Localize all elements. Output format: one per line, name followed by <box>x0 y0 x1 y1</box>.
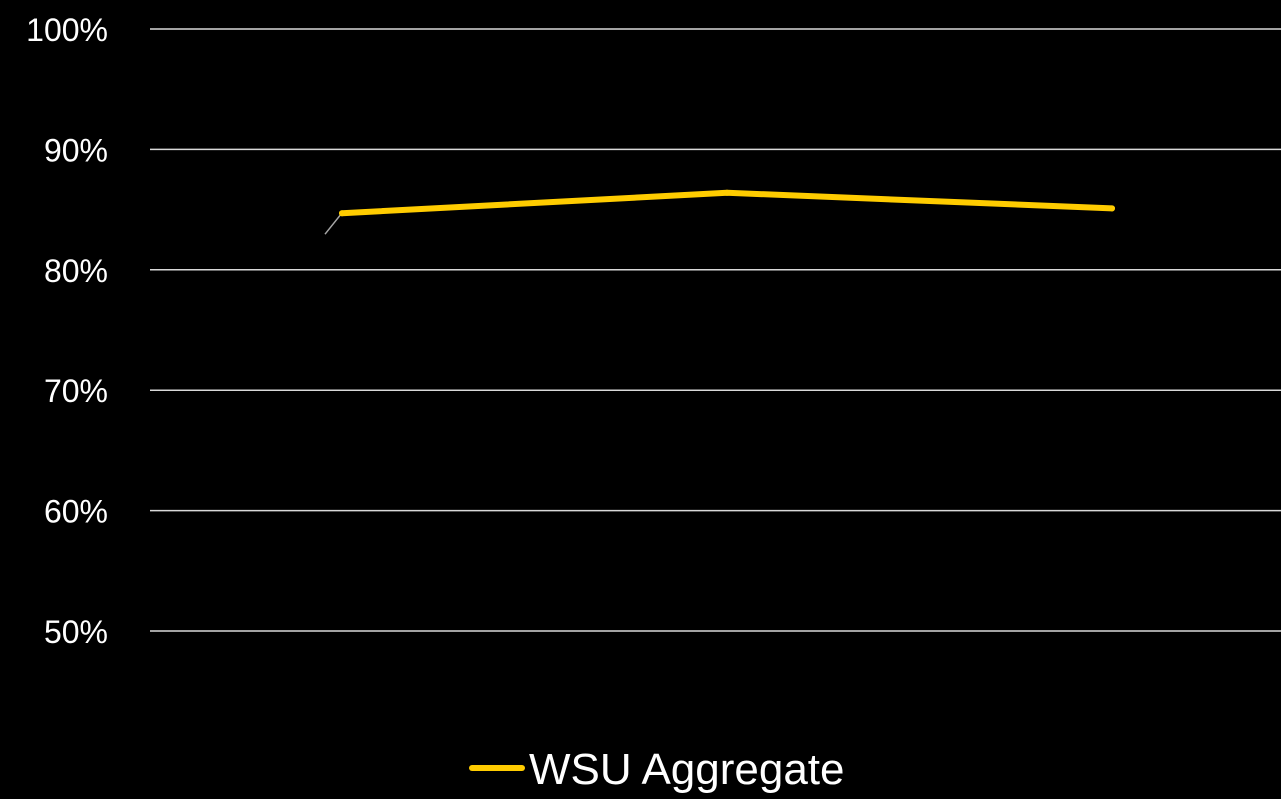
data-point <box>339 210 345 217</box>
series-line <box>339 189 1115 217</box>
legend: WSU Aggregate <box>469 745 845 794</box>
y-axis-tick-labels: 100% 90% 80% 70% 60% 50% <box>26 12 108 650</box>
y-tick-label: 70% <box>44 373 108 409</box>
series-lines <box>339 189 1115 217</box>
leader-line <box>324 213 342 235</box>
data-point <box>724 189 730 196</box>
y-tick-label: 50% <box>44 614 108 650</box>
leader-lines <box>324 213 342 235</box>
gridlines <box>150 28 1281 632</box>
y-tick-label: 80% <box>44 253 108 289</box>
y-tick-label: 60% <box>44 494 108 530</box>
y-tick-label: 100% <box>26 12 108 48</box>
legend-label: WSU Aggregate <box>529 745 845 794</box>
data-point <box>1109 205 1115 212</box>
y-tick-label: 90% <box>44 132 108 168</box>
